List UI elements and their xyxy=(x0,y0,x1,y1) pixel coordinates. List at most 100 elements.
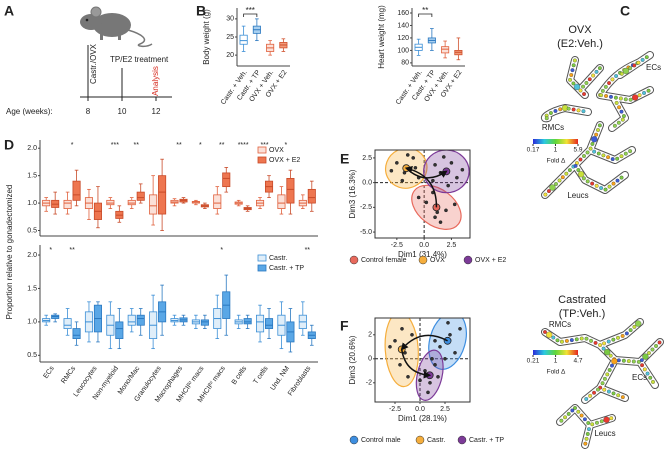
plot-area xyxy=(375,318,470,402)
colorbar-title: Fold Δ xyxy=(547,158,566,165)
network-node xyxy=(566,106,571,111)
legend-label: OVX xyxy=(430,257,445,264)
network-node xyxy=(570,408,575,413)
network-node xyxy=(543,330,547,334)
network-node xyxy=(599,186,604,191)
network-node xyxy=(626,359,631,364)
box xyxy=(149,194,158,215)
box xyxy=(158,175,167,215)
network-node xyxy=(606,389,611,394)
cluster-label: RMCs xyxy=(549,320,571,329)
network-node xyxy=(564,171,569,176)
legend-swatch xyxy=(257,254,267,262)
network-node xyxy=(585,179,590,184)
network-node xyxy=(609,94,613,99)
network-node xyxy=(648,375,653,380)
network-node xyxy=(578,157,583,162)
point xyxy=(406,374,410,379)
point xyxy=(431,178,435,183)
point xyxy=(424,200,429,205)
network-node xyxy=(628,97,633,102)
point xyxy=(413,165,418,170)
colorbar xyxy=(533,139,578,144)
box xyxy=(72,180,81,201)
point xyxy=(388,344,392,349)
box xyxy=(200,319,209,326)
network-node xyxy=(548,111,553,115)
network-node xyxy=(618,96,623,101)
x-tick-label: 0.0 xyxy=(419,242,429,249)
cluster-label: RMCs xyxy=(542,123,564,132)
network-node xyxy=(584,397,589,401)
network-node xyxy=(619,154,624,159)
significance: * xyxy=(49,247,52,254)
box xyxy=(63,199,72,209)
box xyxy=(277,194,286,209)
x-tick-label: 2.5 xyxy=(447,242,457,249)
y-tick-label: 1.5 xyxy=(27,173,37,180)
legend-marker xyxy=(463,255,473,265)
network-node xyxy=(619,109,624,114)
legend-marker xyxy=(415,435,425,445)
map-title: OVX xyxy=(568,24,592,36)
timeline-tick-label: 8 xyxy=(86,107,91,116)
plot-area xyxy=(375,150,470,238)
network-node xyxy=(576,168,581,172)
network-node xyxy=(584,436,589,441)
point xyxy=(455,175,459,180)
colorbar-tick-label: 1 xyxy=(554,358,558,365)
map-title: Castrated xyxy=(558,294,606,306)
box xyxy=(239,34,248,45)
network-node xyxy=(615,156,620,161)
y-tick-label: 0 xyxy=(368,356,372,363)
step-label: Analysis xyxy=(151,66,160,96)
legend-swatch xyxy=(257,264,267,272)
map-subtitle: (TP:Veh.) xyxy=(559,308,605,320)
point xyxy=(446,183,450,188)
legend-label: Castr. + TP xyxy=(469,437,504,444)
network-node xyxy=(598,343,603,348)
point xyxy=(449,161,454,165)
point xyxy=(389,168,394,173)
point xyxy=(438,344,442,349)
network-node xyxy=(571,107,576,112)
box xyxy=(106,199,115,206)
network-node xyxy=(582,417,587,422)
step-label: TP/E2 treatment xyxy=(110,55,169,64)
network-node xyxy=(620,395,625,400)
x-axis-label: Dim1 (28.1%) xyxy=(398,414,447,423)
point xyxy=(400,326,404,331)
significance: ** xyxy=(134,142,140,149)
network-node xyxy=(603,187,608,192)
point xyxy=(444,208,448,213)
network-node xyxy=(551,335,556,340)
network-node xyxy=(616,393,621,398)
network-node xyxy=(639,358,644,363)
box xyxy=(115,321,124,339)
y-tick-label: 100 xyxy=(397,47,409,54)
network-node xyxy=(616,335,620,340)
significance: *** xyxy=(246,6,255,15)
legend-marker xyxy=(418,255,428,265)
network-node xyxy=(576,409,581,414)
network-node xyxy=(650,347,655,352)
point xyxy=(395,161,399,165)
x-tick-label: 2.5 xyxy=(440,406,450,413)
legend-marker xyxy=(457,435,467,445)
network-node xyxy=(623,97,628,102)
network-node xyxy=(654,344,658,348)
network-node xyxy=(602,341,607,346)
point xyxy=(446,320,450,325)
point xyxy=(433,215,437,220)
significance: ** xyxy=(305,247,311,254)
network-node xyxy=(620,117,625,122)
network-node xyxy=(622,67,630,75)
network-node xyxy=(611,181,616,186)
y-tick-label: 80 xyxy=(401,60,409,67)
network-node xyxy=(621,358,626,363)
network-node xyxy=(568,77,572,82)
network-node xyxy=(612,123,617,128)
network-node xyxy=(591,73,596,78)
significance: * xyxy=(199,142,202,149)
